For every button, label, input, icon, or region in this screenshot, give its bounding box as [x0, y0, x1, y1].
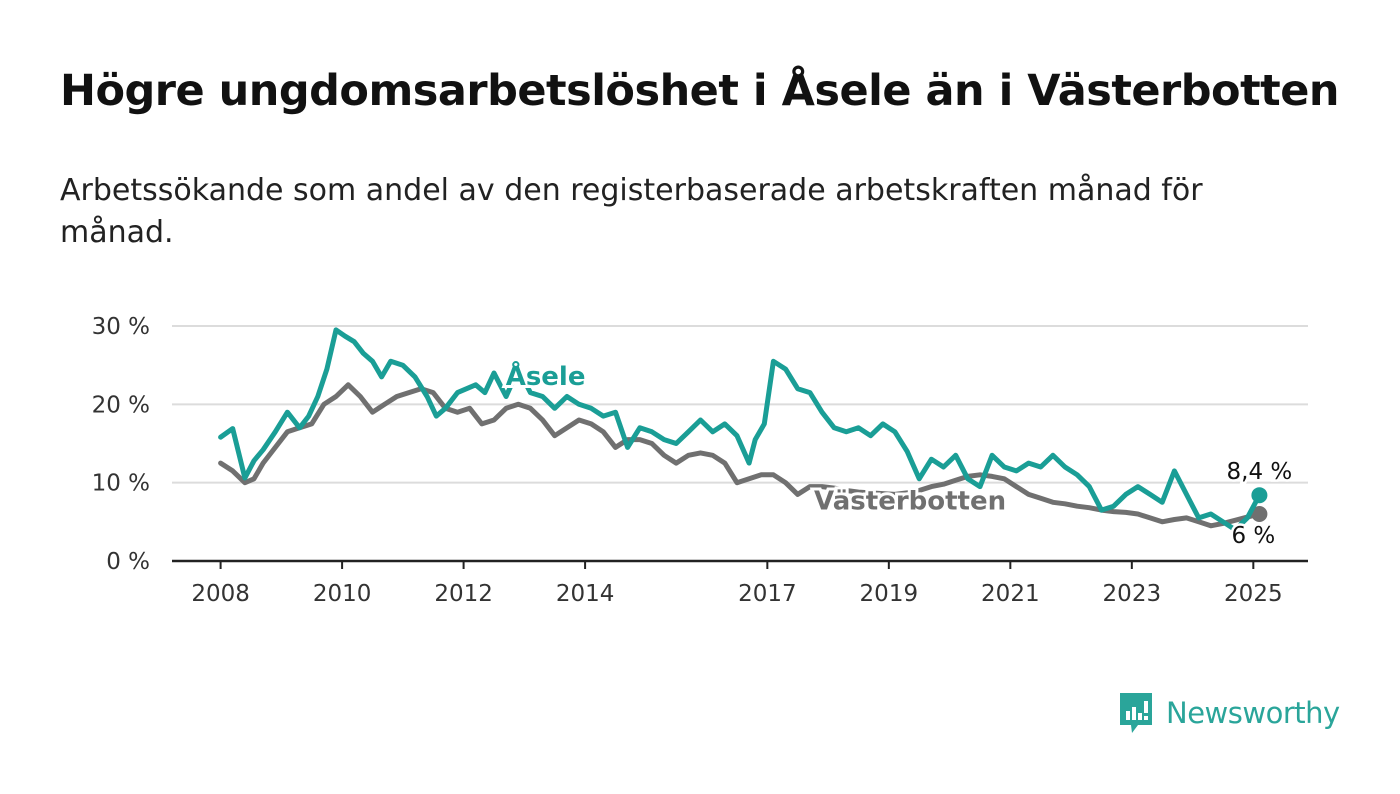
page-subtitle: Arbetssökande som andel av den registerb… — [60, 173, 1203, 250]
series-line-asele — [218, 327, 1262, 533]
x-tick-label: 2012 — [434, 581, 493, 607]
series-label-asele: Åsele — [506, 360, 586, 392]
x-tick-label: 2008 — [191, 581, 250, 607]
y-tick-label: 0 % — [106, 549, 150, 575]
series-label-vasterbotten: Västerbotten — [814, 486, 1006, 516]
end-label-asele: 8,4 % — [1227, 459, 1293, 485]
brand: Newsworthy — [1118, 690, 1340, 736]
x-tick-label: 2017 — [738, 581, 797, 607]
newsworthy-logo-icon — [1120, 693, 1152, 733]
x-tick-label: 2025 — [1224, 581, 1283, 607]
series-line-vasterbotten — [218, 382, 1262, 529]
y-tick-label: 10 % — [92, 471, 150, 497]
x-tick-label: 2023 — [1103, 581, 1162, 607]
y-tick-label: 30 % — [92, 314, 150, 340]
brand-name: Newsworthy — [1166, 696, 1340, 730]
y-tick-label: 20 % — [92, 392, 150, 418]
x-tick-label: 2019 — [860, 581, 919, 607]
end-point-vasterbotten — [1251, 506, 1268, 522]
end-label-vasterbotten: 6 % — [1231, 523, 1275, 549]
end-point-asele — [1251, 487, 1268, 504]
x-tick-label: 2010 — [313, 581, 372, 607]
x-tick-label: 2021 — [981, 581, 1040, 607]
page-title: Högre ungdomsarbetslöshet i Åsele än i V… — [60, 66, 1339, 116]
x-tick-label: 2014 — [556, 581, 615, 607]
